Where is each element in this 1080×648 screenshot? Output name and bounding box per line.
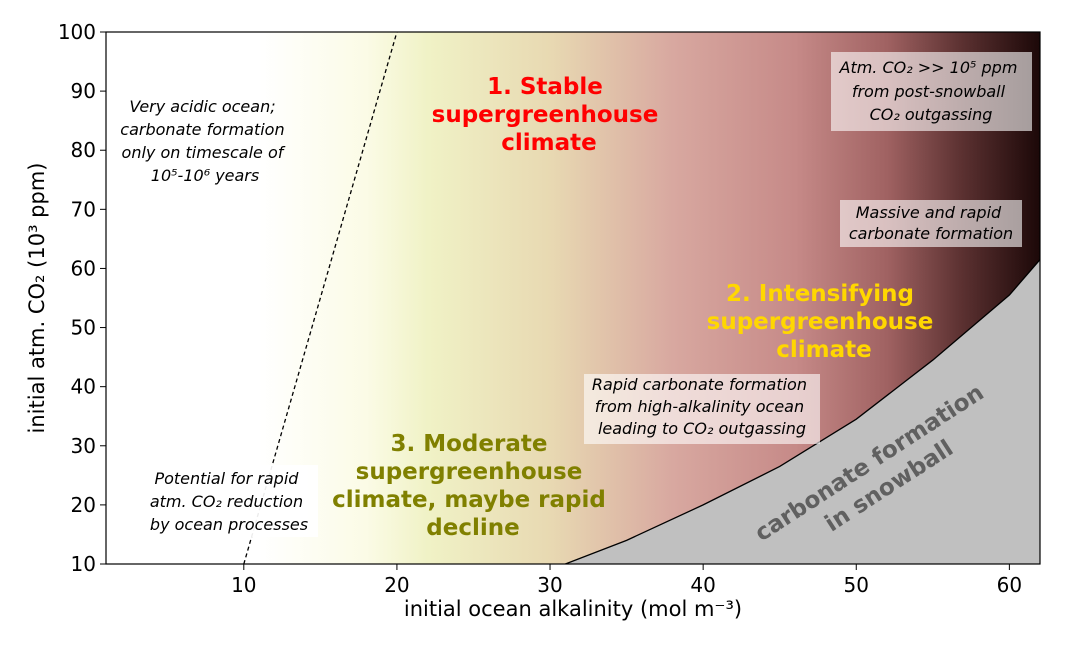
annotation-potential: Potential for rapid atm. CO₂ reduction b… xyxy=(150,469,308,534)
y-axis-label: initial atm. CO₂ (10³ ppm) xyxy=(25,163,49,434)
annotation-massive-box xyxy=(840,200,1022,247)
x-tick-label: 50 xyxy=(844,573,869,597)
x-axis-label: initial ocean alkalinity (mol m⁻³) xyxy=(404,597,742,621)
plot-frame xyxy=(105,31,1041,565)
y-tick-label: 80 xyxy=(71,138,96,162)
annotation-potential-box xyxy=(142,465,318,537)
annotation-acidic: Very acidic ocean; carbonate formation o… xyxy=(120,97,289,185)
x-tick-label: 40 xyxy=(690,573,715,597)
annotation-rapid-box xyxy=(584,374,820,444)
y-tick-label: 90 xyxy=(71,79,96,103)
y-tick-label: 20 xyxy=(71,493,96,517)
annotation-atm: Atm. CO₂ >> 10⁵ ppm from post-snowball C… xyxy=(839,58,1023,124)
annotation-rapid: Rapid carbonate formation from high-alka… xyxy=(592,375,812,438)
y-tick-label: 30 xyxy=(71,434,96,458)
x-axis: 10 20 30 40 50 60 xyxy=(231,564,1022,597)
x-tick-label: 20 xyxy=(384,573,409,597)
y-tick-label: 70 xyxy=(71,197,96,221)
y-tick-label: 100 xyxy=(58,20,96,44)
x-tick-label: 10 xyxy=(231,573,256,597)
y-axis: 10 20 30 40 50 60 70 80 90 100 xyxy=(58,20,106,576)
annotation-massive: Massive and rapid carbonate formation xyxy=(849,203,1013,243)
snowball-region xyxy=(565,259,1040,564)
y-tick-label: 60 xyxy=(71,256,96,280)
x-tick-label: 30 xyxy=(537,573,562,597)
annotation-atm-box xyxy=(831,52,1032,131)
y-tick-label: 50 xyxy=(71,316,96,340)
x-tick-label: 60 xyxy=(997,573,1022,597)
y-tick-label: 10 xyxy=(71,552,96,576)
region-1-label: 1. Stable supergreenhouse climate xyxy=(432,74,667,156)
region-2-label: 2. Intensifying supergreenhouse climate xyxy=(707,281,942,363)
y-tick-label: 40 xyxy=(71,375,96,399)
region-3-label: 3. Moderate supergreenhouse climate, may… xyxy=(332,431,614,541)
